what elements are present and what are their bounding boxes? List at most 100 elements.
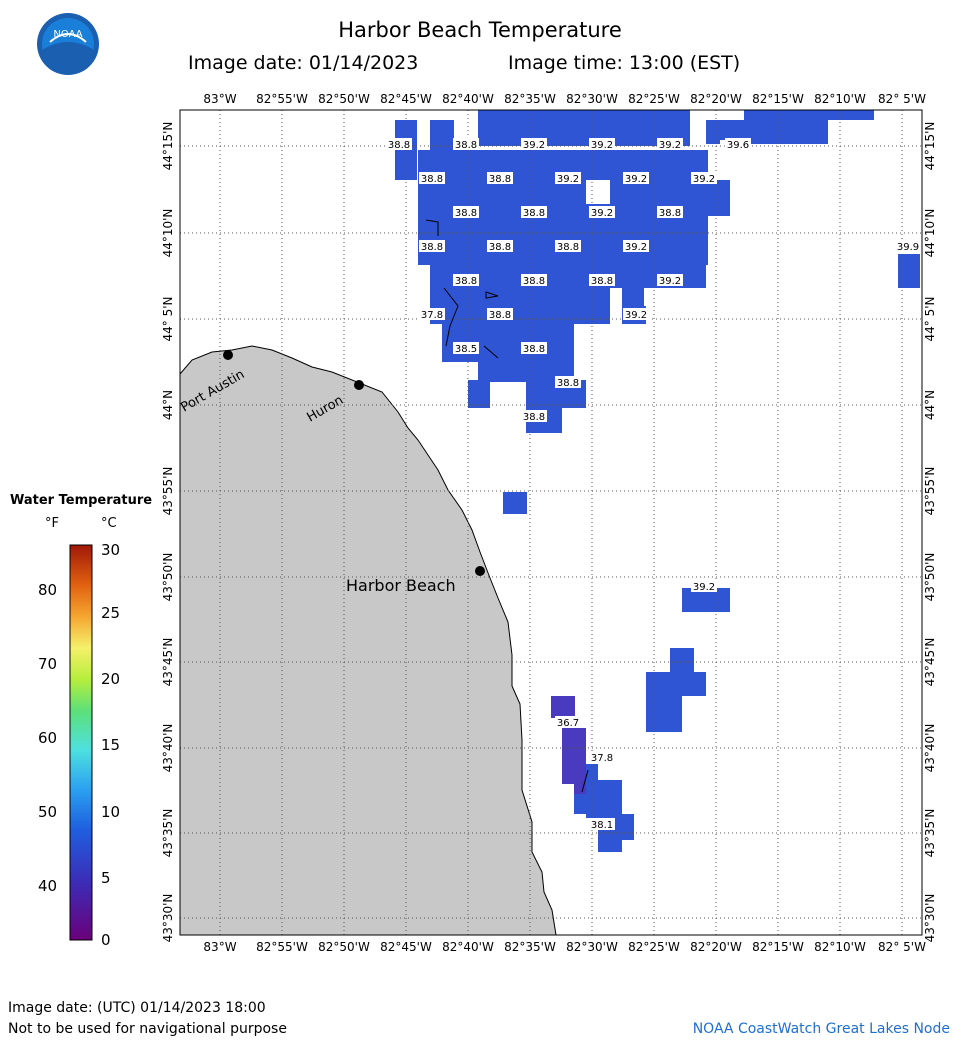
lon-label-bottom: 82°20'W: [690, 940, 742, 954]
lat-label-left: 43°45'N: [161, 638, 175, 687]
temp-label-bg: [691, 172, 717, 184]
temp-label: 38.8: [455, 140, 477, 151]
lon-label-top: 82°40'W: [442, 92, 494, 106]
temp-label-bg: [725, 138, 751, 150]
temp-label: 38.8: [489, 174, 511, 185]
legend-tick-c: 5: [101, 869, 111, 887]
legend-tick-c: 25: [101, 604, 121, 622]
lat-label-left: 44°10'N: [161, 209, 175, 258]
legend-tick-f: 70: [38, 655, 58, 673]
no-data-cell: [586, 180, 610, 204]
water-cell: [586, 780, 622, 818]
lon-label-top: 82°45'W: [380, 92, 432, 106]
lon-label-bottom: 82°10'W: [814, 940, 866, 954]
temp-label: 39.2: [557, 174, 579, 185]
temp-label-bg: [589, 274, 615, 286]
legend-tick-c: 15: [101, 736, 121, 754]
water-cell: [670, 648, 694, 672]
temp-label: 38.5: [455, 344, 477, 355]
lon-label-bottom: 82°40'W: [442, 940, 494, 954]
lat-label-left: 43°35'N: [161, 809, 175, 858]
temp-label: 38.8: [388, 140, 410, 151]
lat-label-left: 43°55'N: [161, 467, 175, 516]
temp-label: 39.6: [727, 140, 749, 151]
temp-label: 38.8: [523, 276, 545, 287]
temp-label-bg: [419, 308, 445, 320]
temp-label: 39.2: [659, 140, 681, 151]
temp-label: 38.8: [421, 174, 443, 185]
temp-label: 36.7: [557, 718, 579, 729]
temp-label-bg: [589, 818, 615, 830]
lon-label-bottom: 82°15'W: [752, 940, 804, 954]
temp-label-bg: [521, 410, 547, 422]
water-cell: [646, 672, 706, 696]
water-cell: [706, 180, 730, 216]
lat-label-right: 44° 5'N: [923, 297, 937, 342]
temp-label-bg: [487, 308, 513, 320]
isotherm-line: [581, 769, 589, 793]
water-cell: [478, 110, 690, 146]
temp-label-bg: [555, 716, 581, 728]
lat-label-left: 43°30'N: [161, 894, 175, 943]
temp-label-bg: [521, 342, 547, 354]
lat-label-left: 43°40'N: [161, 724, 175, 773]
temp-label: 38.8: [421, 242, 443, 253]
temp-label: 38.8: [523, 412, 545, 423]
temp-label: 38.8: [489, 242, 511, 253]
lon-label-top: 82°15'W: [752, 92, 804, 106]
temp-label-bg: [419, 240, 445, 252]
isotherm-line: [443, 287, 459, 347]
lon-label-top: 82° 5'W: [878, 92, 926, 106]
temp-label: 39.2: [659, 276, 681, 287]
lon-label-bottom: 83°W: [203, 940, 236, 954]
lon-label-bottom: 82° 5'W: [878, 940, 926, 954]
legend-tick-f: 60: [38, 729, 58, 747]
water-cell: [744, 110, 828, 144]
water-cell: [430, 120, 454, 150]
temp-label-bg: [453, 206, 479, 218]
lon-label-top: 82°20'W: [690, 92, 742, 106]
lat-label-left: 44°15'N: [161, 122, 175, 171]
city-marker-icon: [354, 380, 364, 390]
city-marker-icon: [223, 350, 233, 360]
lon-label-top: 82°30'W: [566, 92, 618, 106]
lon-label-top: 83°W: [203, 92, 236, 106]
temp-label: 39.2: [591, 140, 613, 151]
map-frame: [179, 109, 923, 936]
temp-label: 37.8: [421, 310, 443, 321]
water-cell: [898, 254, 920, 288]
isotherm-line: [425, 219, 439, 236]
lat-label-right: 44°15'N: [923, 122, 937, 171]
legend-tick-f: 40: [38, 877, 58, 895]
legend-tick-c: 0: [101, 931, 111, 949]
temp-label-bg: [555, 240, 581, 252]
lat-label-left: 43°50'N: [161, 553, 175, 602]
lat-label-right: 44°10'N: [923, 209, 937, 258]
lon-label-top: 82°35'W: [504, 92, 556, 106]
lon-label-top: 82°50'W: [318, 92, 370, 106]
temp-label: 39.2: [523, 140, 545, 151]
utc-date: Image date: (UTC) 01/14/2023 18:00: [8, 1000, 266, 1016]
lat-label-right: 43°35'N: [923, 809, 937, 858]
temp-label: 39.2: [693, 174, 715, 185]
temp-label-bg: [623, 308, 649, 320]
temp-label-bg: [895, 240, 921, 252]
temp-label-bg: [657, 138, 683, 150]
temp-label: 38.8: [523, 208, 545, 219]
water-cell: [622, 288, 644, 308]
temp-label: 38.8: [557, 242, 579, 253]
legend-tick-c: 20: [101, 670, 121, 688]
lon-label-top: 82°10'W: [814, 92, 866, 106]
lon-label-bottom: 82°35'W: [504, 940, 556, 954]
lon-label-bottom: 82°25'W: [628, 940, 680, 954]
lat-label-right: 43°30'N: [923, 894, 937, 943]
image-date: Image date: 01/14/2023: [188, 52, 419, 74]
water-cell: [646, 696, 682, 732]
temp-label: 38.8: [523, 344, 545, 355]
temp-label-bg: [657, 274, 683, 286]
temp-label-bg: [589, 206, 615, 218]
lat-label-right: 43°40'N: [923, 724, 937, 773]
temp-label: 39.2: [625, 310, 647, 321]
lon-label-bottom: 82°55'W: [256, 940, 308, 954]
lon-label-bottom: 82°50'W: [318, 940, 370, 954]
